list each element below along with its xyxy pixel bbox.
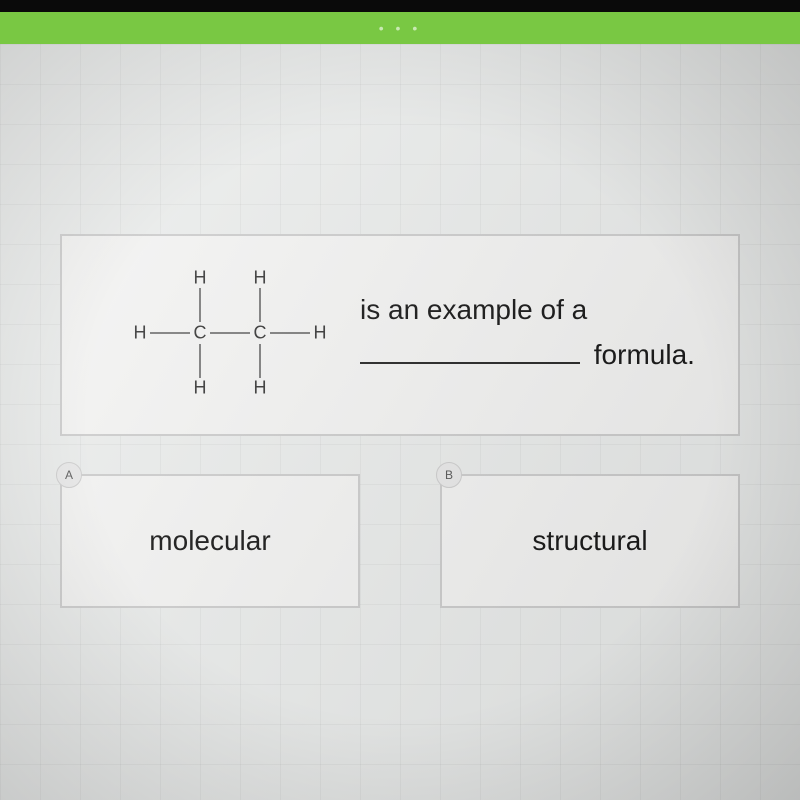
question-text: is an example of a formula.	[350, 288, 710, 378]
bond	[199, 288, 201, 322]
atom-H-bot-left: H	[194, 378, 207, 399]
app-header-bar: • • •	[0, 12, 800, 44]
atom-H-top-right: H	[254, 268, 267, 289]
answer-row: A molecular B structural	[60, 466, 740, 608]
answer-letter-badge: A	[56, 462, 82, 488]
fill-in-blank[interactable]	[360, 334, 580, 364]
answer-label: structural	[532, 525, 647, 557]
bond	[259, 344, 261, 378]
window-top-bar	[0, 0, 800, 12]
question-line-2-suffix: formula.	[586, 339, 695, 370]
bond	[150, 332, 190, 334]
atom-C-left: C	[194, 323, 207, 344]
answer-letter-badge: B	[436, 462, 462, 488]
bond	[270, 332, 310, 334]
bond	[259, 288, 261, 322]
atom-C-right: C	[254, 323, 267, 344]
atom-H-top-left: H	[194, 268, 207, 289]
question-line-1: is an example of a	[360, 288, 710, 333]
header-dots: • • •	[379, 20, 421, 36]
atom-H-right: H	[314, 323, 327, 344]
answer-option-a[interactable]: A molecular	[60, 466, 360, 608]
workspace-canvas: H H H C C H H H is an example of a	[0, 44, 800, 800]
question-card: H H H C C H H H is an example of a	[60, 234, 740, 436]
molecule-diagram: H H H C C H H H	[90, 258, 350, 408]
bond	[210, 332, 250, 334]
atom-H-bot-right: H	[254, 378, 267, 399]
bond	[199, 344, 201, 378]
answer-label: molecular	[149, 525, 270, 557]
answer-option-b[interactable]: B structural	[440, 466, 740, 608]
atom-H-left: H	[134, 323, 147, 344]
